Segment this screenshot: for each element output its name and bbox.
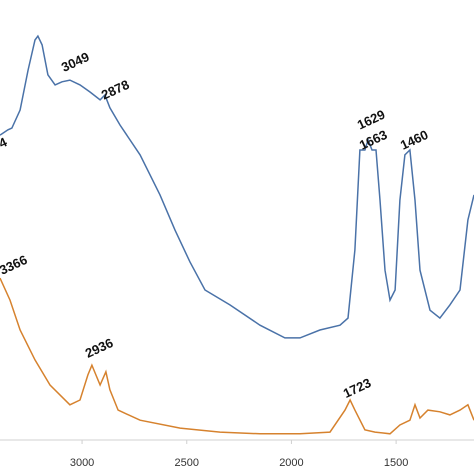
x-tick-label: 3000 (70, 457, 94, 469)
x-tick-label: 2500 (175, 457, 199, 469)
peak-label: 1460 (398, 127, 431, 153)
spectrum-line (0, 34, 474, 339)
peak-label: 2936 (83, 335, 116, 361)
peak-label: 2878 (99, 77, 132, 103)
peak-label: 1723 (341, 375, 374, 401)
spectrum-line (0, 277, 474, 435)
peak-label: 3366 (0, 252, 30, 278)
peak-label: 4 (0, 134, 10, 151)
x-tick-label: 2000 (279, 457, 303, 469)
x-tick-label: 1500 (384, 457, 408, 469)
peak-label: 3049 (59, 49, 92, 75)
